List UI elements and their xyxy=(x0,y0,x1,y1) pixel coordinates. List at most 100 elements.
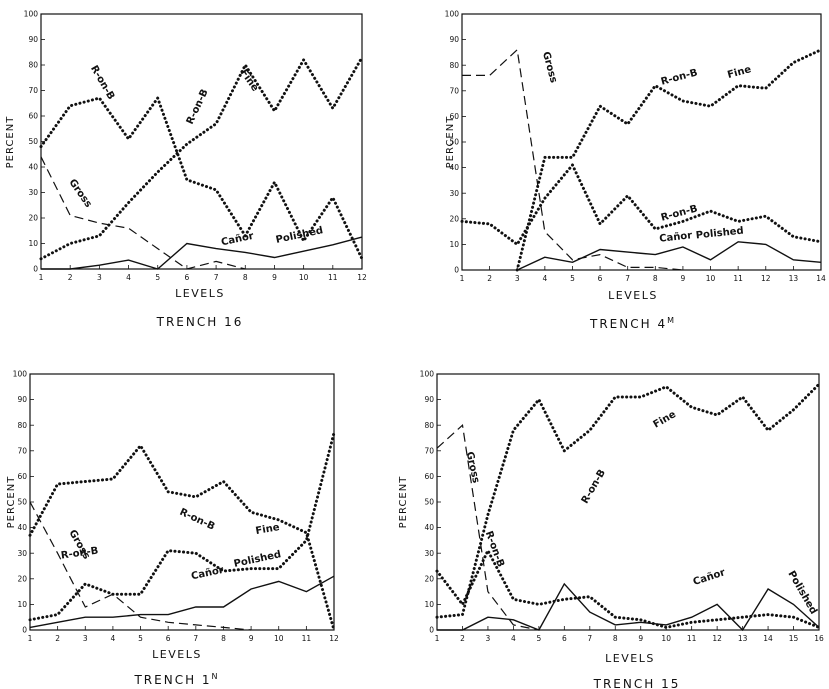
y-tick-label: 60 xyxy=(424,472,434,481)
plot-frame xyxy=(436,373,820,631)
x-tick-label: 5 xyxy=(536,634,541,643)
x-axis-label: LEVELS xyxy=(605,652,655,665)
x-tick-label: 3 xyxy=(97,273,102,282)
x-tick-label: 13 xyxy=(738,634,748,643)
plot-frame xyxy=(461,13,822,271)
series-label: R-on-B xyxy=(178,507,217,533)
x-tick-label: 2 xyxy=(460,634,465,643)
series-label: Polished xyxy=(785,569,819,616)
y-tick-label: 100 xyxy=(420,370,435,379)
y-tick-label: 60 xyxy=(28,112,38,121)
x-tick-label: 15 xyxy=(789,634,799,643)
series-line-r-on-b xyxy=(28,444,336,632)
chart-title: TRENCH 15 xyxy=(593,677,681,689)
y-tick-label: 30 xyxy=(17,549,27,558)
y-tick-label: 10 xyxy=(424,600,434,609)
x-tick-label: 5 xyxy=(155,273,160,282)
y-tick-label: 40 xyxy=(17,523,27,532)
x-tick-label: 10 xyxy=(661,634,671,643)
series-label: Polished xyxy=(695,226,744,242)
x-tick-label: 11 xyxy=(328,273,338,282)
series-label: R-on-B xyxy=(660,203,699,223)
x-tick-label: 12 xyxy=(712,634,722,643)
series-label: Cañor xyxy=(220,231,255,249)
y-tick-label: 50 xyxy=(17,498,27,507)
x-tick-label: 1 xyxy=(435,634,440,643)
x-tick-label: 7 xyxy=(587,634,592,643)
x-tick-label: 2 xyxy=(68,273,73,282)
x-tick-label: 11 xyxy=(687,634,697,643)
plot-frame xyxy=(29,373,335,631)
y-tick-label: 20 xyxy=(28,214,38,223)
y-tick-label: 30 xyxy=(424,549,434,558)
series-label: Gross xyxy=(464,451,481,485)
y-tick-label: 70 xyxy=(28,86,38,95)
x-tick-label: 7 xyxy=(193,634,198,643)
x-tick-label: 3 xyxy=(515,274,520,283)
x-tick-label: 4 xyxy=(126,273,131,282)
y-tick-label: 80 xyxy=(28,61,38,70)
series-line-fine xyxy=(28,431,336,622)
x-tick-label: 7 xyxy=(214,273,219,282)
x-tick-label: 12 xyxy=(329,634,339,643)
y-tick-label: 50 xyxy=(449,138,459,147)
y-tick-label: 10 xyxy=(449,240,459,249)
x-tick-label: 10 xyxy=(274,634,284,643)
x-tick-label: 4 xyxy=(511,634,516,643)
series-line-polished xyxy=(437,582,820,632)
series-label: Cañor xyxy=(692,567,727,588)
series-label: Cañor xyxy=(190,565,225,583)
y-tick-label: 60 xyxy=(449,112,459,121)
y-tick-label: 10 xyxy=(28,239,38,248)
x-tick-label: 2 xyxy=(55,634,60,643)
x-tick-label: 12 xyxy=(761,274,771,283)
y-tick-label: 70 xyxy=(17,446,27,455)
y-tick-label: 10 xyxy=(17,600,27,609)
x-tick-label: 8 xyxy=(221,634,226,643)
y-tick-label: 90 xyxy=(17,395,27,404)
x-tick-label: 14 xyxy=(763,634,773,643)
x-axis-label: LEVELS xyxy=(152,648,202,661)
series-label: Cañor xyxy=(659,230,693,244)
series-label: R-on-B xyxy=(580,468,608,506)
y-tick-label: 0 xyxy=(454,266,459,275)
chart-title: TRENCH 4M xyxy=(589,316,676,331)
series-label: Fine xyxy=(652,409,679,431)
x-tick-label: 9 xyxy=(638,634,643,643)
x-tick-label: 6 xyxy=(166,634,171,643)
y-tick-label: 0 xyxy=(22,626,27,635)
x-tick-label: 10 xyxy=(299,273,309,282)
series-line-polished xyxy=(41,236,363,270)
y-tick-label: 50 xyxy=(28,137,38,146)
series-line-gross xyxy=(40,156,246,270)
x-tick-label: 7 xyxy=(625,274,630,283)
x-tick-label: 13 xyxy=(789,274,799,283)
y-tick-label: 20 xyxy=(449,214,459,223)
y-tick-label: 90 xyxy=(28,35,38,44)
y-tick-label: 20 xyxy=(424,574,434,583)
series-label: Polished xyxy=(275,225,324,246)
x-tick-label: 6 xyxy=(598,274,603,283)
y-tick-label: 60 xyxy=(17,472,27,481)
series-label: Fine xyxy=(726,64,752,81)
y-tick-label: 80 xyxy=(449,61,459,70)
x-tick-label: 3 xyxy=(83,634,88,643)
series-label: R-on-B xyxy=(88,64,116,102)
series-label: R-on-B xyxy=(483,530,506,569)
series-line-r-on-b xyxy=(39,96,364,261)
chart-title: TRENCH 16 xyxy=(156,315,244,329)
x-tick-label: 14 xyxy=(816,274,826,283)
series-line-gross xyxy=(29,501,252,631)
series-line-r-on-b xyxy=(435,549,821,629)
y-tick-label: 100 xyxy=(13,370,28,379)
y-tick-label: 70 xyxy=(449,86,459,95)
series-line-fine xyxy=(39,55,364,261)
y-tick-label: 100 xyxy=(445,10,460,19)
x-tick-label: 2 xyxy=(487,274,492,283)
y-tick-label: 40 xyxy=(424,523,434,532)
x-tick-label: 12 xyxy=(357,273,367,282)
